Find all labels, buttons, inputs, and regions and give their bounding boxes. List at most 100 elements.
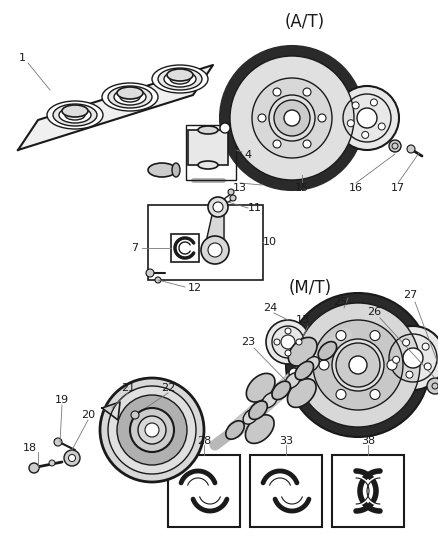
Circle shape xyxy=(347,120,354,127)
Circle shape xyxy=(352,102,359,109)
Circle shape xyxy=(68,455,75,462)
Circle shape xyxy=(319,360,329,370)
Polygon shape xyxy=(18,65,213,150)
Circle shape xyxy=(208,197,228,217)
Circle shape xyxy=(273,88,281,96)
Ellipse shape xyxy=(198,126,218,134)
Circle shape xyxy=(108,386,196,474)
Ellipse shape xyxy=(318,342,337,360)
Ellipse shape xyxy=(285,373,300,388)
Circle shape xyxy=(349,356,367,374)
Ellipse shape xyxy=(288,337,317,366)
Circle shape xyxy=(208,243,222,257)
Circle shape xyxy=(370,330,380,341)
Circle shape xyxy=(64,450,80,466)
Ellipse shape xyxy=(62,105,88,117)
Text: 1: 1 xyxy=(18,53,25,63)
Text: (A/T): (A/T) xyxy=(285,13,325,31)
Circle shape xyxy=(427,378,438,394)
Circle shape xyxy=(258,114,266,122)
Circle shape xyxy=(155,277,161,283)
Circle shape xyxy=(230,195,236,201)
Circle shape xyxy=(357,108,377,128)
Ellipse shape xyxy=(108,86,152,108)
Circle shape xyxy=(131,411,139,419)
Circle shape xyxy=(230,56,354,180)
Ellipse shape xyxy=(245,415,274,443)
Circle shape xyxy=(422,343,429,350)
Bar xyxy=(332,455,404,527)
Text: 13: 13 xyxy=(296,315,310,325)
Circle shape xyxy=(49,460,55,466)
Ellipse shape xyxy=(226,421,244,439)
Ellipse shape xyxy=(287,379,316,407)
Text: 26: 26 xyxy=(367,307,381,317)
Circle shape xyxy=(406,371,413,378)
Text: 4: 4 xyxy=(244,150,251,160)
Ellipse shape xyxy=(198,161,218,169)
Bar xyxy=(250,455,322,527)
Circle shape xyxy=(407,145,415,153)
Ellipse shape xyxy=(167,69,193,81)
Ellipse shape xyxy=(152,65,208,93)
Circle shape xyxy=(269,95,315,141)
Circle shape xyxy=(332,339,384,391)
Circle shape xyxy=(336,390,346,399)
Circle shape xyxy=(266,320,310,364)
Ellipse shape xyxy=(148,163,176,177)
Text: 7: 7 xyxy=(131,243,138,253)
Circle shape xyxy=(303,88,311,96)
Bar xyxy=(171,234,199,262)
Ellipse shape xyxy=(158,68,202,90)
Ellipse shape xyxy=(170,74,190,84)
Circle shape xyxy=(146,269,154,277)
Circle shape xyxy=(424,363,431,370)
Text: 23: 23 xyxy=(241,337,255,347)
Circle shape xyxy=(213,202,223,212)
Text: 11: 11 xyxy=(248,203,262,213)
Ellipse shape xyxy=(120,92,140,102)
Text: 28: 28 xyxy=(197,436,211,446)
Circle shape xyxy=(220,46,364,190)
Bar xyxy=(148,205,263,280)
Circle shape xyxy=(285,328,291,334)
Circle shape xyxy=(130,408,174,452)
Circle shape xyxy=(336,343,380,387)
Ellipse shape xyxy=(295,361,314,380)
Ellipse shape xyxy=(272,381,290,400)
Ellipse shape xyxy=(117,87,143,99)
Circle shape xyxy=(138,416,166,444)
Text: 21: 21 xyxy=(121,383,135,393)
Bar xyxy=(188,130,228,165)
Circle shape xyxy=(381,326,438,390)
Circle shape xyxy=(281,335,295,349)
Ellipse shape xyxy=(304,357,319,372)
Circle shape xyxy=(296,303,420,427)
Circle shape xyxy=(273,140,281,148)
Text: 13: 13 xyxy=(233,183,247,193)
Text: 33: 33 xyxy=(279,436,293,446)
Circle shape xyxy=(286,293,430,437)
Circle shape xyxy=(201,236,229,264)
Circle shape xyxy=(336,330,346,341)
Ellipse shape xyxy=(47,101,103,129)
Ellipse shape xyxy=(164,71,196,87)
Circle shape xyxy=(313,320,403,410)
Text: 22: 22 xyxy=(161,383,175,393)
Circle shape xyxy=(289,368,299,378)
Text: 27: 27 xyxy=(403,290,417,300)
Text: 10: 10 xyxy=(263,237,277,247)
Text: 18: 18 xyxy=(23,443,37,453)
Ellipse shape xyxy=(114,89,146,105)
Circle shape xyxy=(335,86,399,150)
Circle shape xyxy=(145,423,159,437)
Ellipse shape xyxy=(53,104,97,126)
Circle shape xyxy=(371,99,378,106)
Circle shape xyxy=(389,140,401,152)
Circle shape xyxy=(54,438,62,446)
Circle shape xyxy=(284,110,300,126)
Ellipse shape xyxy=(172,163,180,177)
Bar xyxy=(186,125,236,180)
Circle shape xyxy=(403,348,423,368)
Circle shape xyxy=(303,140,311,148)
